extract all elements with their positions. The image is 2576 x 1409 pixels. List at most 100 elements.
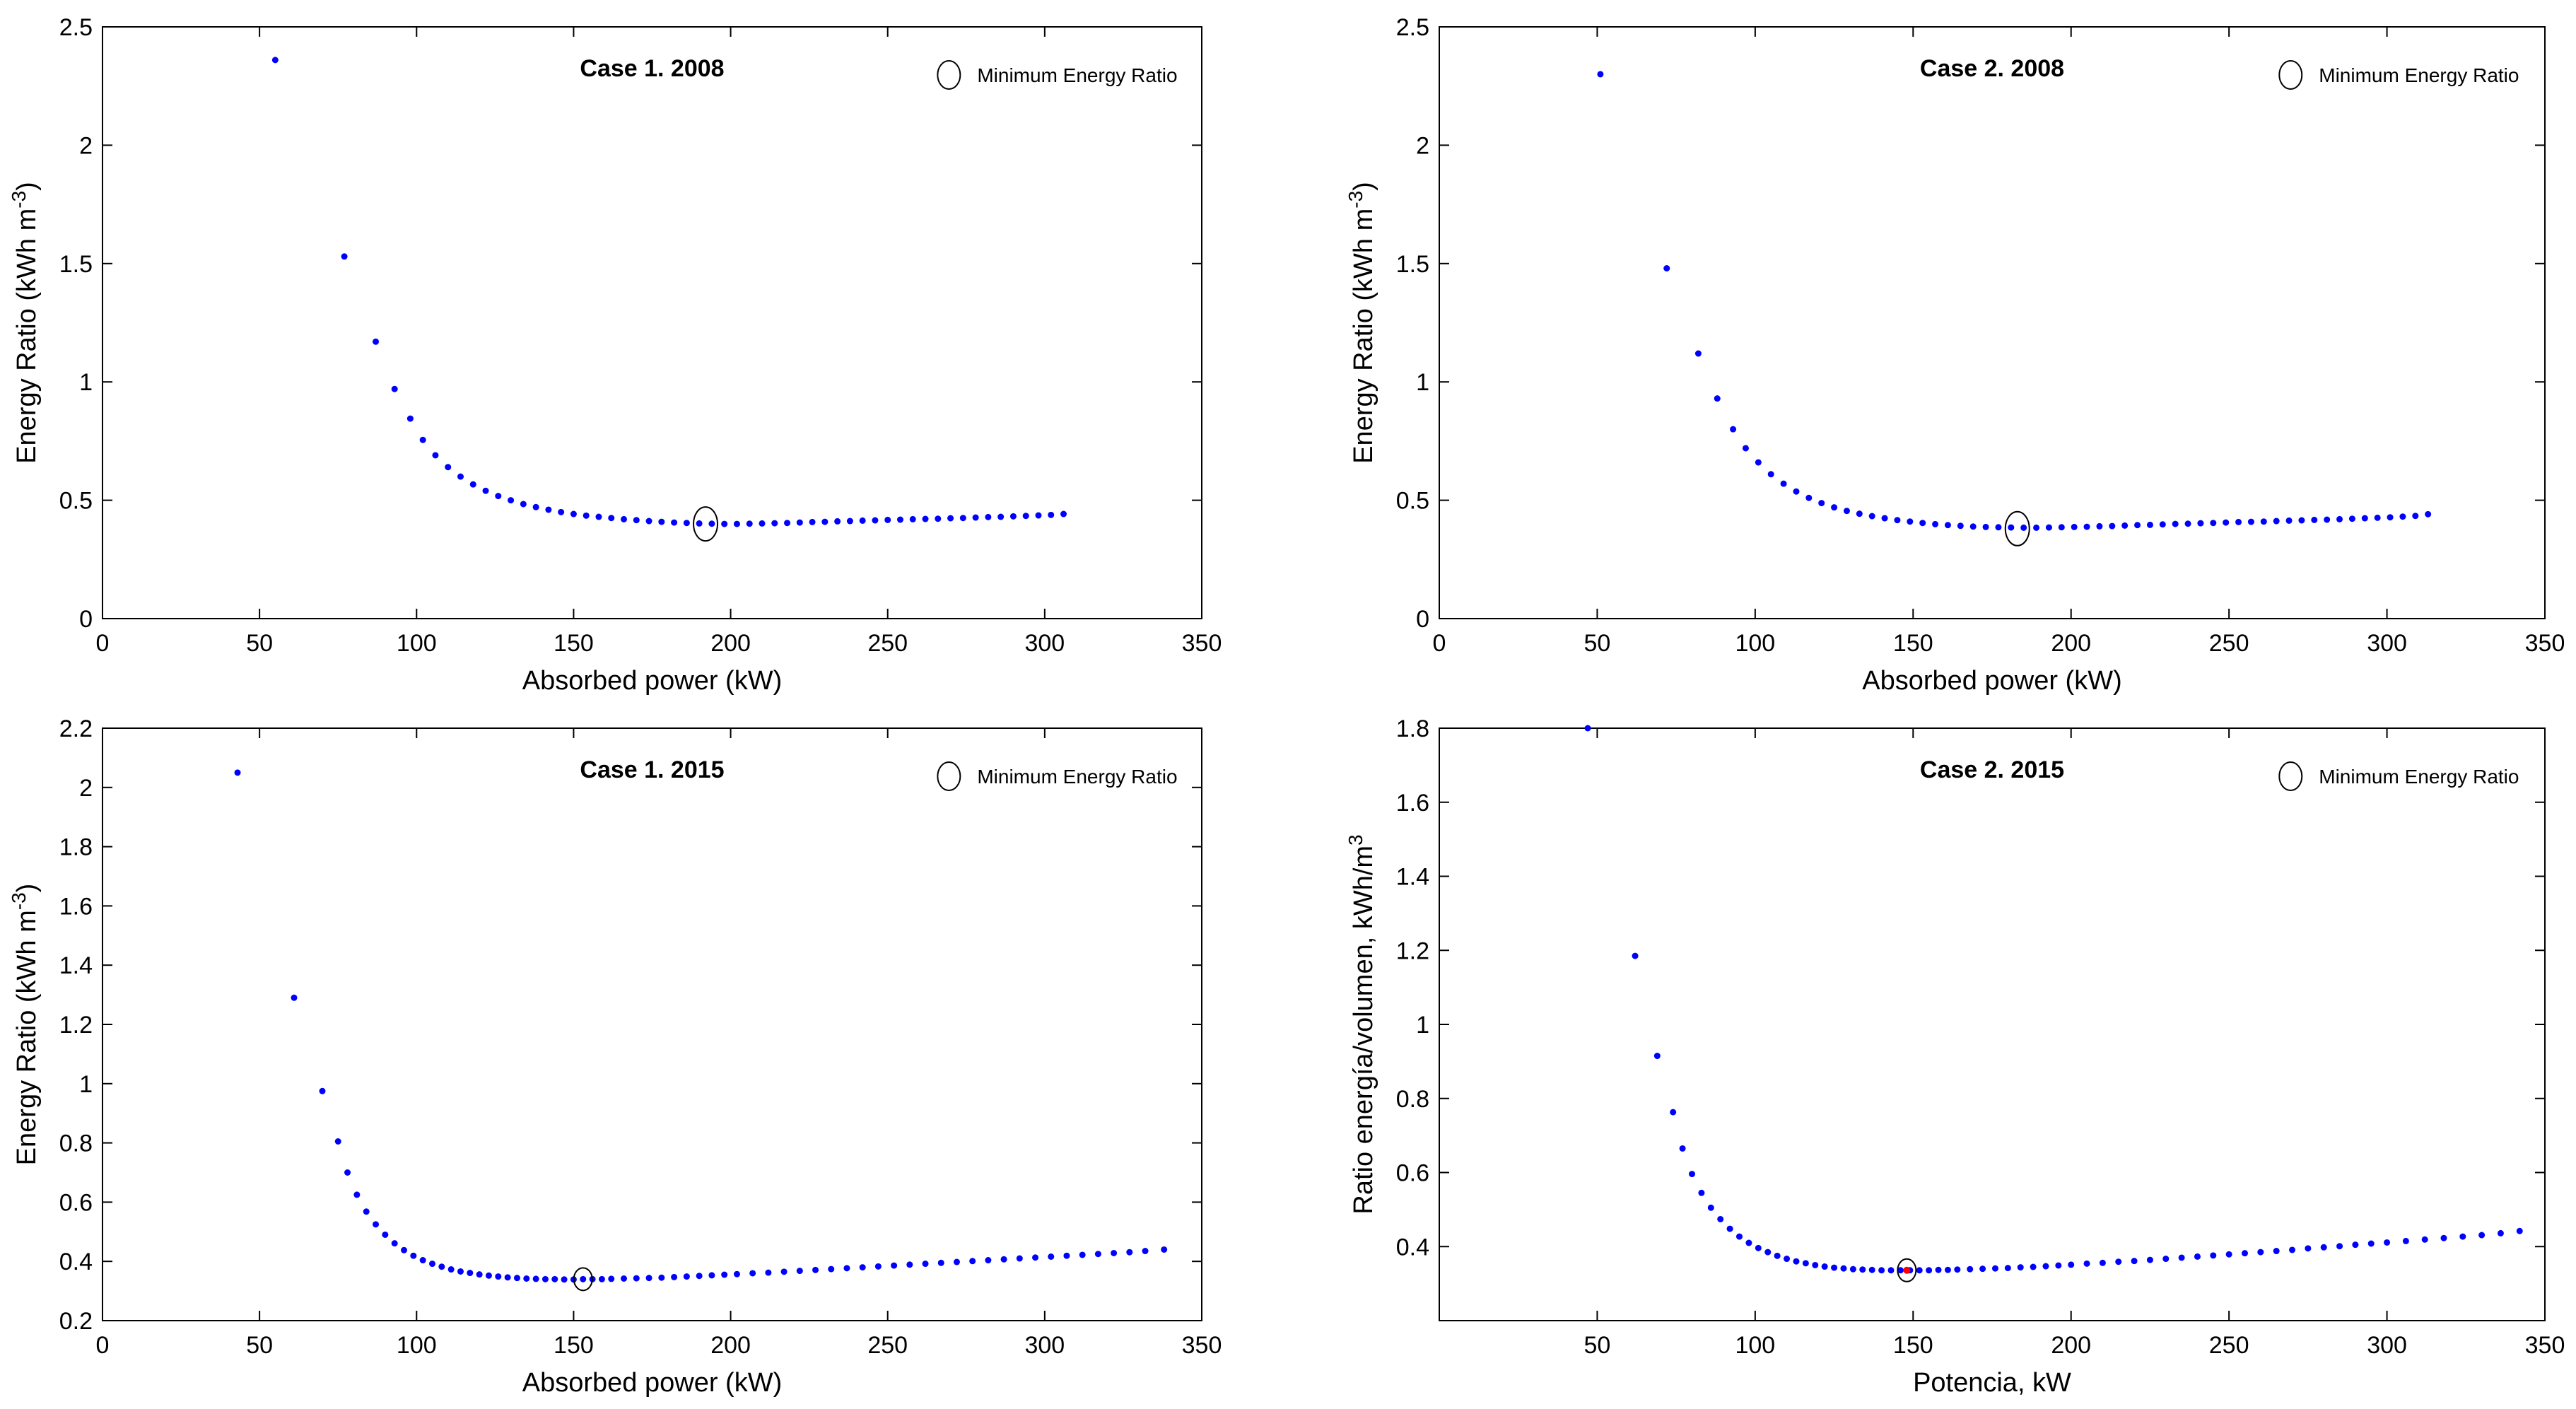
data-point: [1995, 524, 2002, 531]
data-point: [1856, 510, 1863, 518]
y-tick-label: 1.4: [1396, 864, 1429, 891]
data-point: [2121, 522, 2129, 529]
data-point: [1063, 1252, 1070, 1259]
y-tick-label: 1.5: [1396, 251, 1429, 278]
data-point: [1944, 522, 1951, 529]
data-point: [621, 515, 628, 522]
legend-label: Minimum Energy Ratio: [977, 766, 1177, 788]
data-point: [809, 518, 816, 525]
data-point: [447, 1266, 455, 1273]
data-point: [319, 1087, 326, 1094]
y-tick-label: 1.6: [59, 893, 93, 920]
data-point: [2247, 518, 2254, 525]
y-tick-label: 1.8: [59, 834, 93, 861]
x-tick-label: 100: [1735, 1332, 1775, 1359]
y-axis-label: Energy Ratio (kWh m-3): [1345, 182, 1378, 464]
data-point: [708, 520, 715, 527]
data-point: [1805, 494, 1813, 501]
data-point: [1957, 522, 1964, 530]
data-point: [2478, 1232, 2486, 1239]
data-point: [410, 1252, 417, 1259]
data-point: [1979, 1265, 1986, 1273]
y-tick-label: 1.4: [59, 952, 93, 979]
data-point: [1048, 511, 1055, 518]
y-tick-label: 2: [79, 775, 93, 802]
data-point: [859, 1264, 866, 1271]
data-point: [1670, 1109, 1677, 1116]
x-axis-label: Absorbed power (kW): [522, 1368, 782, 1398]
x-tick-label: 0: [1433, 630, 1446, 657]
data-point: [1907, 518, 1914, 525]
x-axis-label: Absorbed power (kW): [522, 666, 782, 696]
data-point: [1780, 480, 1787, 487]
data-point: [633, 1275, 640, 1282]
data-point: [608, 515, 615, 522]
data-point: [922, 1261, 929, 1268]
data-point: [2197, 520, 2204, 527]
data-point: [344, 1169, 351, 1176]
data-point: [1730, 426, 1737, 433]
data-point: [2178, 1254, 2185, 1261]
y-tick-label: 0.5: [59, 488, 93, 515]
y-tick-label: 0.2: [59, 1308, 93, 1335]
y-tick-label: 0: [79, 606, 93, 633]
data-point: [271, 57, 279, 64]
data-point: [2289, 1246, 2296, 1253]
data-point: [482, 487, 489, 494]
data-point: [872, 517, 879, 524]
data-point: [985, 1257, 992, 1264]
x-tick-label: 0: [96, 1332, 110, 1359]
data-point: [633, 517, 640, 524]
data-point: [2071, 523, 2078, 530]
data-point: [1831, 504, 1838, 511]
data-point: [2440, 1234, 2447, 1241]
data-point: [821, 518, 829, 525]
data-point: [1887, 1267, 1895, 1274]
y-axis-label: Energy Ratio (kWh m-3): [8, 182, 42, 464]
data-point: [1897, 1267, 1904, 1274]
data-point: [373, 1221, 380, 1228]
data-point: [1060, 510, 1067, 518]
data-point: [2223, 519, 2230, 526]
data-point: [1868, 1266, 1875, 1273]
data-point: [621, 1275, 628, 1282]
data-point: [1717, 1215, 1724, 1222]
data-point: [959, 515, 966, 522]
y-axis-label-close: ): [12, 182, 42, 191]
y-tick-label: 1.2: [59, 1012, 93, 1039]
data-point: [1919, 520, 1926, 527]
x-tick-label: 150: [554, 630, 594, 657]
data-point: [1868, 513, 1875, 520]
data-point: [2017, 1264, 2024, 1271]
data-point: [391, 1240, 398, 1247]
y-tick-label: 2.2: [59, 715, 93, 742]
plot-frame: [102, 727, 1202, 1321]
y-tick-label: 0.6: [1396, 1160, 1429, 1187]
data-point: [2348, 515, 2355, 522]
x-axis-label: Absorbed power (kW): [1862, 666, 2121, 696]
data-point: [363, 1208, 370, 1215]
x-tick-label: 150: [1893, 1332, 1933, 1359]
data-point: [2459, 1233, 2466, 1240]
data-point: [1916, 1267, 1923, 1274]
plot-frame: [1439, 26, 2546, 619]
data-point: [784, 520, 791, 527]
data-point: [1926, 1267, 1933, 1274]
y-axis-label: Energy Ratio (kWh m-3): [8, 884, 42, 1166]
y-tick-label: 1.8: [1396, 715, 1429, 742]
x-tick-label: 200: [710, 630, 751, 657]
data-point: [2225, 1251, 2232, 1258]
data-point: [1142, 1248, 1149, 1255]
legend-marker: [937, 761, 961, 791]
data-point: [504, 1274, 511, 1281]
data-point: [2134, 522, 2141, 529]
x-tick-label: 200: [710, 1332, 751, 1359]
data-point: [2412, 513, 2419, 520]
y-axis-label-base: Ratio energía/volumen, kWh/m: [1349, 846, 1378, 1215]
data-point: [1935, 1266, 1942, 1273]
data-point: [906, 1261, 913, 1268]
data-point: [1126, 1249, 1133, 1256]
data-point: [2425, 510, 2432, 518]
y-axis-label-superscript: -3: [8, 892, 30, 910]
data-point: [334, 1138, 341, 1145]
